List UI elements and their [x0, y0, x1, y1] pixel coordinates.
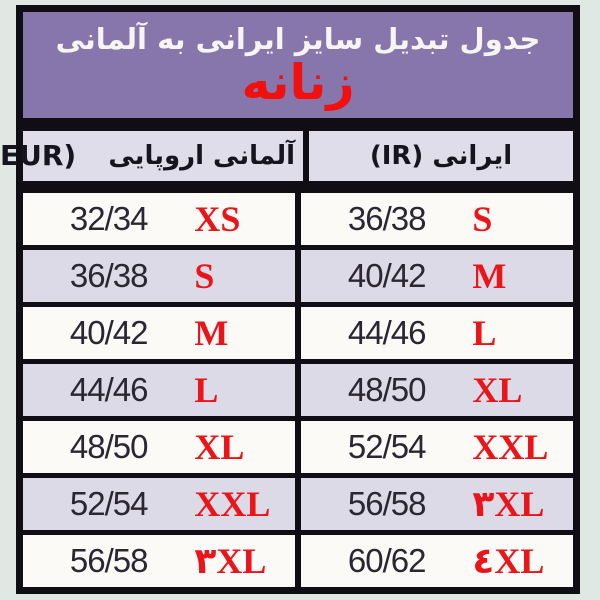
eur-cell: 52/54 XXL [23, 478, 301, 530]
eur-cell: 40/42 M [23, 307, 301, 359]
ir-cell: 60/62 ٤XL [301, 535, 573, 587]
ir-cell: 48/50 XL [301, 364, 573, 416]
ir-cell: 56/58 ۳XL [301, 478, 573, 530]
ir-size-value: 48/50 [347, 371, 427, 408]
ir-cell: 36/38 S [301, 193, 573, 245]
ir-size-label: XXL [472, 427, 549, 467]
table-row: 44/46 L 48/50 XL [23, 364, 573, 416]
eur-size-value: 32/34 [69, 200, 149, 237]
eur-size-value: 56/58 [69, 542, 149, 579]
eur-size-label: XXL [194, 484, 271, 524]
column-header-row: EUR) آلمانی اروپایی ایرانی (IR) [0, 131, 573, 181]
ir-size-label: M [472, 256, 507, 296]
table-title: جدول تبدیل سایز ایرانی به آلمانی [55, 22, 541, 57]
table-row: 40/42 M 44/46 L [23, 307, 573, 359]
iranian-label: ایرانی (IR) [369, 141, 513, 171]
column-header-ir: ایرانی (IR) [309, 131, 573, 181]
table-row: 56/58 ۳XL 60/62 ٤XL [23, 535, 573, 587]
eur-size-value: 44/46 [69, 371, 149, 408]
table-row: 48/50 XL 52/54 XXL [23, 421, 573, 473]
ir-size-label: S [472, 199, 493, 239]
ir-size-value: 60/62 [347, 542, 427, 579]
eur-cell: 32/34 XS [23, 193, 301, 245]
column-header-eur: EUR) آلمانی اروپایی [0, 131, 309, 181]
ir-size-value: 56/58 [347, 485, 427, 522]
table-title-banner: جدول تبدیل سایز ایرانی به آلمانی زنانه [23, 12, 573, 118]
eur-size-value: 36/38 [69, 257, 149, 294]
size-conversion-table: جدول تبدیل سایز ایرانی به آلمانی زنانه E… [0, 5, 580, 594]
ir-size-value: 44/46 [347, 314, 427, 351]
eur-cell: 56/58 ۳XL [23, 535, 301, 587]
eur-cell: 44/46 L [23, 364, 301, 416]
table-subtitle-women: زنانه [241, 53, 355, 111]
eur-size-label: XL [194, 427, 245, 467]
ir-size-label: ٤XL [472, 541, 545, 581]
ir-size-label: L [472, 313, 497, 353]
table-row: 32/34 XS 36/38 S [23, 193, 573, 245]
ir-cell: 52/54 XXL [301, 421, 573, 473]
eur-cell: 36/38 S [23, 250, 301, 302]
eur-size-label: ۳XL [194, 541, 267, 581]
ir-cell: 40/42 M [301, 250, 573, 302]
ir-size-label: ۳XL [472, 484, 545, 524]
eur-size-value: 40/42 [69, 314, 149, 351]
eur-size-value: 48/50 [69, 428, 149, 465]
ir-size-value: 40/42 [347, 257, 427, 294]
german-european-label: آلمانی اروپایی [108, 141, 295, 171]
eur-size-label: S [194, 256, 215, 296]
eur-cell: 48/50 XL [23, 421, 301, 473]
eur-size-label: M [194, 313, 229, 353]
table-row: 36/38 S 40/42 M [23, 250, 573, 302]
ir-size-value: 36/38 [347, 200, 427, 237]
table-row: 52/54 XXL 56/58 ۳XL [23, 478, 573, 530]
eur-size-value: 52/54 [69, 485, 149, 522]
ir-size-label: XL [472, 370, 523, 410]
eur-size-label: XS [194, 199, 241, 239]
eur-size-label: L [194, 370, 219, 410]
ir-size-value: 52/54 [347, 428, 427, 465]
eur-code-label: EUR) [0, 139, 77, 172]
ir-cell: 44/46 L [301, 307, 573, 359]
